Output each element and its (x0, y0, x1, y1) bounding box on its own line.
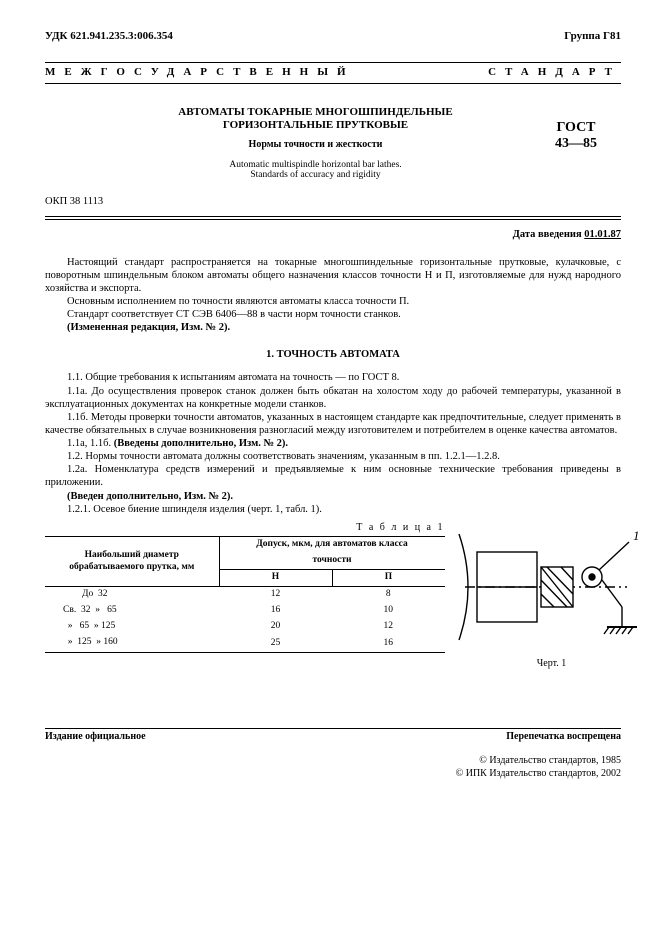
para: 1.1а, 1.1б. (Введены дополнительно, Изм.… (45, 437, 621, 450)
figure-caption: Черт. 1 (457, 658, 647, 671)
para: 1.2. Нормы точности автомата должны соот… (45, 450, 621, 463)
table-header-line: Наибольший диаметр (51, 550, 213, 562)
official-edition-label: Издание официальное (45, 731, 146, 744)
cell: До 32 (45, 586, 219, 602)
cell: » 125 » 160 (45, 635, 219, 653)
no-reprint-label: Перепечатка воспрещена (506, 731, 621, 744)
figure-1: 1 Черт. 1 (457, 522, 647, 671)
para-prefix: 1.1а, 1.1б. (67, 438, 114, 449)
udk-code: УДК 621.941.235.3:006.354 (45, 30, 173, 44)
para-amendment: (Измененная редакция, Изм. № 2). (45, 321, 621, 334)
cell: 8 (332, 586, 445, 602)
cell: » 65 » 125 (45, 619, 219, 635)
para-amendment: (Введен дополнительно, Изм. № 2). (45, 490, 621, 503)
okp-code: ОКП 38 1113 (45, 195, 621, 208)
table-row: До 32 12 8 (45, 586, 445, 602)
doc-title-line1: АВТОМАТЫ ТОКАРНЫЕ МНОГОШПИНДЕЛЬНЫЕ (100, 106, 531, 120)
table-header: Допуск, мкм, для автоматов класса (219, 537, 445, 553)
english-title-1: Automatic multispindle horizontal bar la… (100, 160, 531, 171)
divider (45, 216, 621, 217)
cell: 12 (219, 586, 332, 602)
date-label: Дата введения (513, 229, 585, 240)
para-amendment: (Введены дополнительно, Изм. № 2). (114, 438, 288, 449)
spindle-diagram-icon: 1 (457, 522, 647, 652)
para: Настоящий стандарт распространяется на т… (45, 256, 621, 295)
doc-subtitle: Нормы точности и жесткости (100, 139, 531, 152)
tolerance-table: Наибольший диаметр обрабатываемого прутк… (45, 536, 445, 653)
table-header-line: обрабатываемого прутка, мм (51, 562, 213, 574)
cell: 12 (332, 619, 445, 635)
group-code: Группа Г81 (564, 30, 621, 44)
para: 1.1а. До осуществления проверок станок д… (45, 385, 621, 411)
para: 1.1б. Методы проверки точности автоматов… (45, 411, 621, 437)
cell: 16 (219, 603, 332, 619)
gost-number: 43—85 (531, 136, 621, 152)
table-row: Св. 32 » 65 16 10 (45, 603, 445, 619)
para: 1.2а. Номенклатура средств измерений и п… (45, 463, 621, 489)
divider (45, 219, 621, 220)
banner-right: СТАНДАРТ (488, 66, 621, 80)
table-row: » 125 » 160 25 16 (45, 635, 445, 653)
section-heading: 1. ТОЧНОСТЬ АВТОМАТА (45, 348, 621, 361)
cell: 20 (219, 619, 332, 635)
table-label: Т а б л и ц а 1 (45, 522, 445, 535)
para: Стандарт соответствует СТ СЭВ 6406—88 в … (45, 308, 621, 321)
table-row: » 65 » 125 20 12 (45, 619, 445, 635)
date-value: 01.01.87 (584, 229, 621, 240)
cell: Св. 32 » 65 (45, 603, 219, 619)
copyright-line: © Издательство стандартов, 1985 (45, 754, 621, 767)
copyright-line: © ИПК Издательство стандартов, 2002 (45, 767, 621, 780)
doc-title-line2: ГОРИЗОНТАЛЬНЫЕ ПРУТКОВЫЕ (100, 119, 531, 133)
table-header: точности (219, 553, 445, 569)
table-header: Наибольший диаметр обрабатываемого прутк… (45, 537, 219, 587)
figure-label-1: 1 (633, 528, 640, 543)
para: 1.1. Общие требования к испытаниям автом… (45, 371, 621, 384)
table-subheader: П (332, 570, 445, 587)
table-subheader: Н (219, 570, 332, 587)
divider (45, 728, 621, 729)
english-title-2: Standards of accuracy and rigidity (100, 170, 531, 181)
para: 1.2.1. Осевое биение шпинделя изделия (ч… (45, 503, 621, 516)
banner-left: МЕЖГОСУДАРСТВЕННЫЙ (45, 66, 355, 80)
cell: 10 (332, 603, 445, 619)
gost-label: ГОСТ (531, 120, 621, 136)
standard-banner: МЕЖГОСУДАРСТВЕННЫЙ СТАНДАРТ (45, 62, 621, 84)
cell: 25 (219, 635, 332, 653)
para: Основным исполнением по точности являютс… (45, 295, 621, 308)
cell: 16 (332, 635, 445, 653)
